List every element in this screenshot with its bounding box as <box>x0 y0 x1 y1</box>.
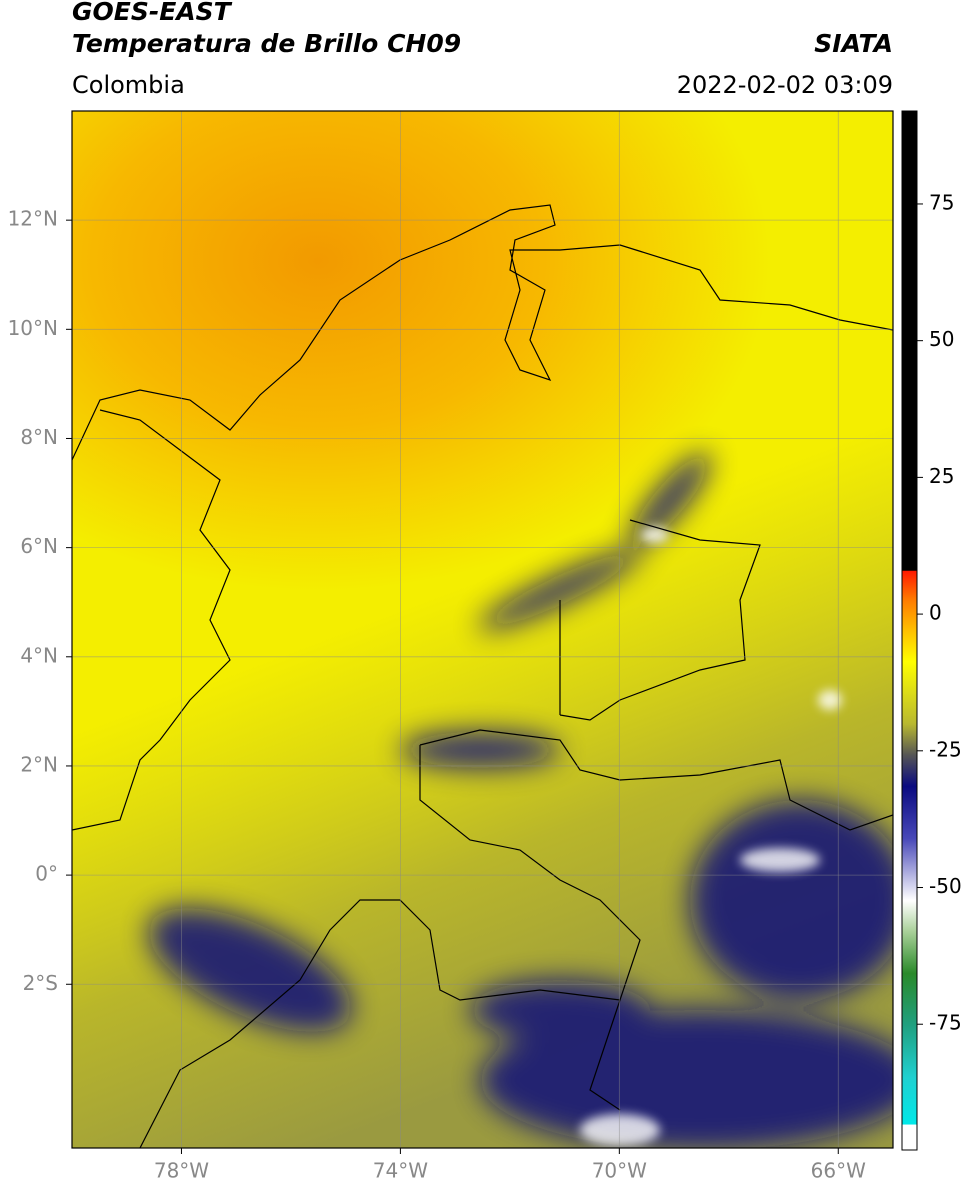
colorbar-tick-label: 50 <box>929 327 954 351</box>
region-subtitle: Colombia <box>72 71 185 99</box>
colorbar-tick-label: -50 <box>929 874 962 898</box>
colorbar-tick-label: 0 <box>929 601 942 625</box>
y-tick-label: 6°N <box>20 534 58 558</box>
x-tick-label: 70°W <box>592 1159 647 1183</box>
colorbar-tick-label: 75 <box>929 190 954 214</box>
colorbar-tick-label: 25 <box>929 464 954 488</box>
product-title: Temperatura de Brillo CH09 <box>72 29 461 58</box>
y-tick-label: 8°N <box>20 425 58 449</box>
source-title: GOES-EAST <box>72 0 233 26</box>
y-tick-label: 2°S <box>23 971 58 995</box>
colorbar-tick-label: -75 <box>929 1011 962 1035</box>
colorbar <box>901 110 918 1151</box>
agency-title: SIATA <box>814 29 893 58</box>
map-frame <box>71 110 894 1149</box>
y-tick-label: 0° <box>35 862 58 886</box>
y-tick-label: 4°N <box>20 643 58 667</box>
x-tick-label: 66°W <box>811 1159 866 1183</box>
y-tick-label: 12°N <box>8 207 58 231</box>
datetime: 2022-02-02 03:09 <box>677 71 893 99</box>
y-tick-label: 2°N <box>20 752 58 776</box>
x-tick-label: 78°W <box>154 1159 209 1183</box>
x-tick-label: 74°W <box>373 1159 428 1183</box>
colorbar-tick-label: -25 <box>929 737 962 761</box>
y-tick-label: 10°N <box>8 316 58 340</box>
map-image <box>72 111 893 1148</box>
